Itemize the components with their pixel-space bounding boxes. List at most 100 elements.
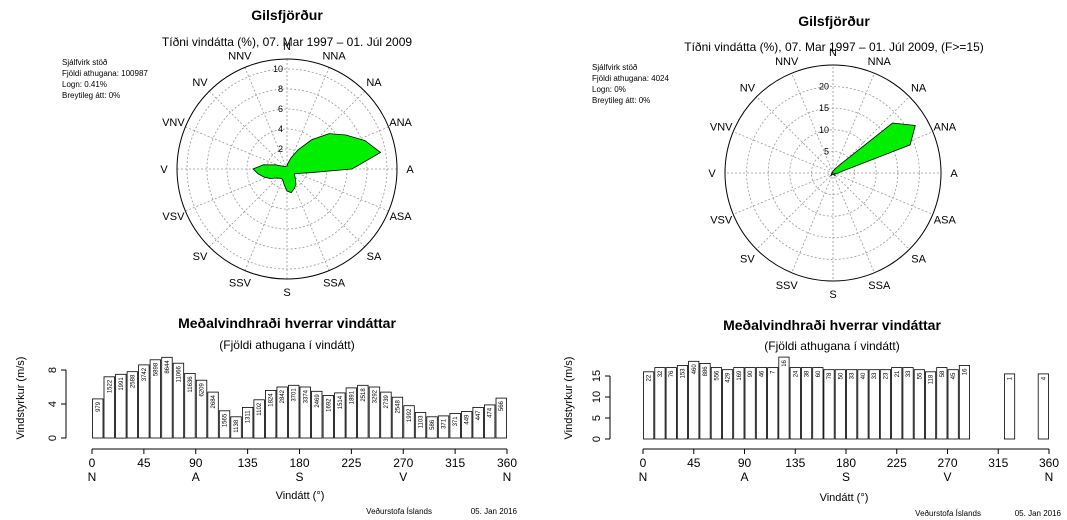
bar-count-label: 460	[692, 364, 698, 375]
rose-direction-label: NA	[911, 82, 927, 94]
x-tick-label: 225	[887, 456, 907, 470]
rose-direction-label: N	[283, 41, 291, 53]
right-figure: Gilsfjörður Tíðni vindátta (%), 07. Mar …	[563, 13, 1062, 518]
bar	[460, 411, 473, 439]
wind-rose: 2 4 6 8 10 N NNA NA ANA A ASA SA SSA S SSV SV VSV V VNV NV N…	[160, 41, 414, 299]
rose-spoke	[756, 172, 834, 250]
x-tick-label: 0	[640, 456, 647, 470]
bar	[688, 360, 700, 440]
rose-subtitle: Tíðni vindátta (%), 07. Mar 1997 – 01. J…	[162, 35, 412, 49]
x-tick-label: 180	[289, 456, 309, 470]
rose-spoke	[185, 126, 288, 170]
x-tick-direction-label: N	[503, 470, 512, 484]
bar	[391, 396, 404, 439]
rose-frequency-area	[252, 133, 382, 194]
bar	[195, 379, 208, 439]
rose-direction-label: SSV	[776, 280, 799, 292]
bar-count-label: 1692	[326, 398, 332, 412]
bar	[812, 367, 824, 440]
bar	[103, 376, 115, 439]
bar	[172, 362, 185, 439]
info-line: Sjálfvirk stöð	[62, 58, 108, 67]
info-line: Breytileg átt: 0%	[62, 91, 120, 100]
x-tick-label: 270	[937, 456, 957, 470]
rose-direction-label: ASA	[390, 211, 413, 223]
bar-count-label: 447	[476, 410, 482, 421]
bar-count-label: 2548	[396, 400, 402, 414]
bar-count-label: 3742	[142, 367, 148, 381]
bar	[868, 369, 880, 440]
bar-count-label: 1565	[223, 413, 229, 427]
bar	[789, 367, 801, 440]
bar-count-label: 1891	[349, 390, 355, 404]
rose-direction-label: NNA	[322, 50, 346, 62]
rose-tick-label: 15	[819, 103, 829, 113]
x-tick-direction-label: V	[399, 470, 407, 484]
rose-direction-label: SSA	[868, 280, 891, 292]
bar	[834, 369, 846, 440]
x-tick-label: 360	[497, 456, 517, 470]
rose-direction-label: S	[829, 289, 836, 301]
bar	[357, 384, 369, 439]
bar	[218, 410, 231, 439]
rose-tick-label: 2	[278, 144, 283, 154]
footer-date: 05. Jan 2016	[471, 507, 518, 516]
rose-direction-label: VSV	[162, 211, 185, 223]
x-tick-label: 135	[785, 456, 805, 470]
bar-count-label: 886	[703, 366, 709, 377]
x-tick-label: 315	[445, 456, 465, 470]
bar-count-label: 38	[805, 370, 811, 377]
bar-count-label: 429	[726, 372, 732, 383]
y-tick-label: 8	[47, 367, 59, 373]
info-line: Sjálfvirk stöð	[592, 63, 638, 72]
bar	[800, 367, 813, 440]
bar	[710, 367, 722, 440]
rose-direction-label: ANA	[933, 122, 956, 134]
bar	[207, 391, 219, 439]
bar-ylabel: Vindstyrkur (m/s)	[563, 357, 575, 440]
bar-xlabel: Vindátt (°)	[276, 490, 325, 502]
info-line: Breytileg átt: 0%	[592, 96, 650, 105]
left-panel: Gilsfjörður Tíðni vindátta (%), 07. Mar …	[15, 7, 518, 516]
x-tick-direction-label: A	[192, 470, 200, 484]
rose-tick-label: 10	[819, 125, 829, 135]
rose-outer-circle	[724, 64, 942, 282]
bar-count-label: 33	[850, 372, 856, 379]
rose-tick-label: 5	[824, 146, 829, 156]
bar-count-label: 24	[793, 370, 799, 377]
x-tick-direction-label: N	[639, 470, 648, 484]
rose-direction-label: S	[283, 287, 290, 299]
x-tick-label: 0	[89, 456, 96, 470]
bar	[253, 399, 265, 439]
bar-count-label: 33	[872, 372, 878, 379]
rose-spoke	[791, 172, 834, 273]
rose-ring	[789, 129, 877, 217]
bar-count-label: 1991	[119, 377, 125, 391]
x-tick-label: 135	[238, 456, 258, 470]
bar-count-label: 6209	[200, 383, 206, 397]
bar-ylabel: Vindstyrkur (m/s)	[15, 357, 27, 440]
bar-count-label: 7	[771, 370, 777, 374]
bar	[472, 406, 484, 439]
bar-chart: 0 4 8 979 1522 1991 2588 3742 5898 8644 11066 11636…	[47, 356, 517, 484]
station-info: Sjálfvirk stöð Fjöldi athugana: 4024 Log…	[592, 63, 670, 105]
rose-spoke	[208, 168, 288, 248]
x-tick-label: 270	[393, 456, 413, 470]
bar	[483, 404, 496, 439]
bar-count-label: 371	[442, 418, 448, 429]
rose-outer-circle	[176, 58, 398, 280]
bar-count-label: 2842	[280, 389, 286, 403]
bar	[495, 397, 507, 439]
rose-spoke	[832, 172, 910, 250]
bar-subtitle: (Fjöldi athugana í vindátt)	[764, 339, 899, 353]
bar-count-label: 76	[669, 370, 675, 377]
x-tick-label: 45	[137, 456, 151, 470]
bar	[767, 367, 779, 440]
bar-count-label: 5898	[153, 362, 159, 376]
bar	[299, 386, 311, 439]
bar-count-label: 586	[430, 419, 436, 430]
rose-ring	[746, 86, 920, 260]
bar-title: Meðalvindhraði hverrar vindáttar	[178, 315, 396, 331]
rose-tick-label: 8	[278, 84, 283, 94]
